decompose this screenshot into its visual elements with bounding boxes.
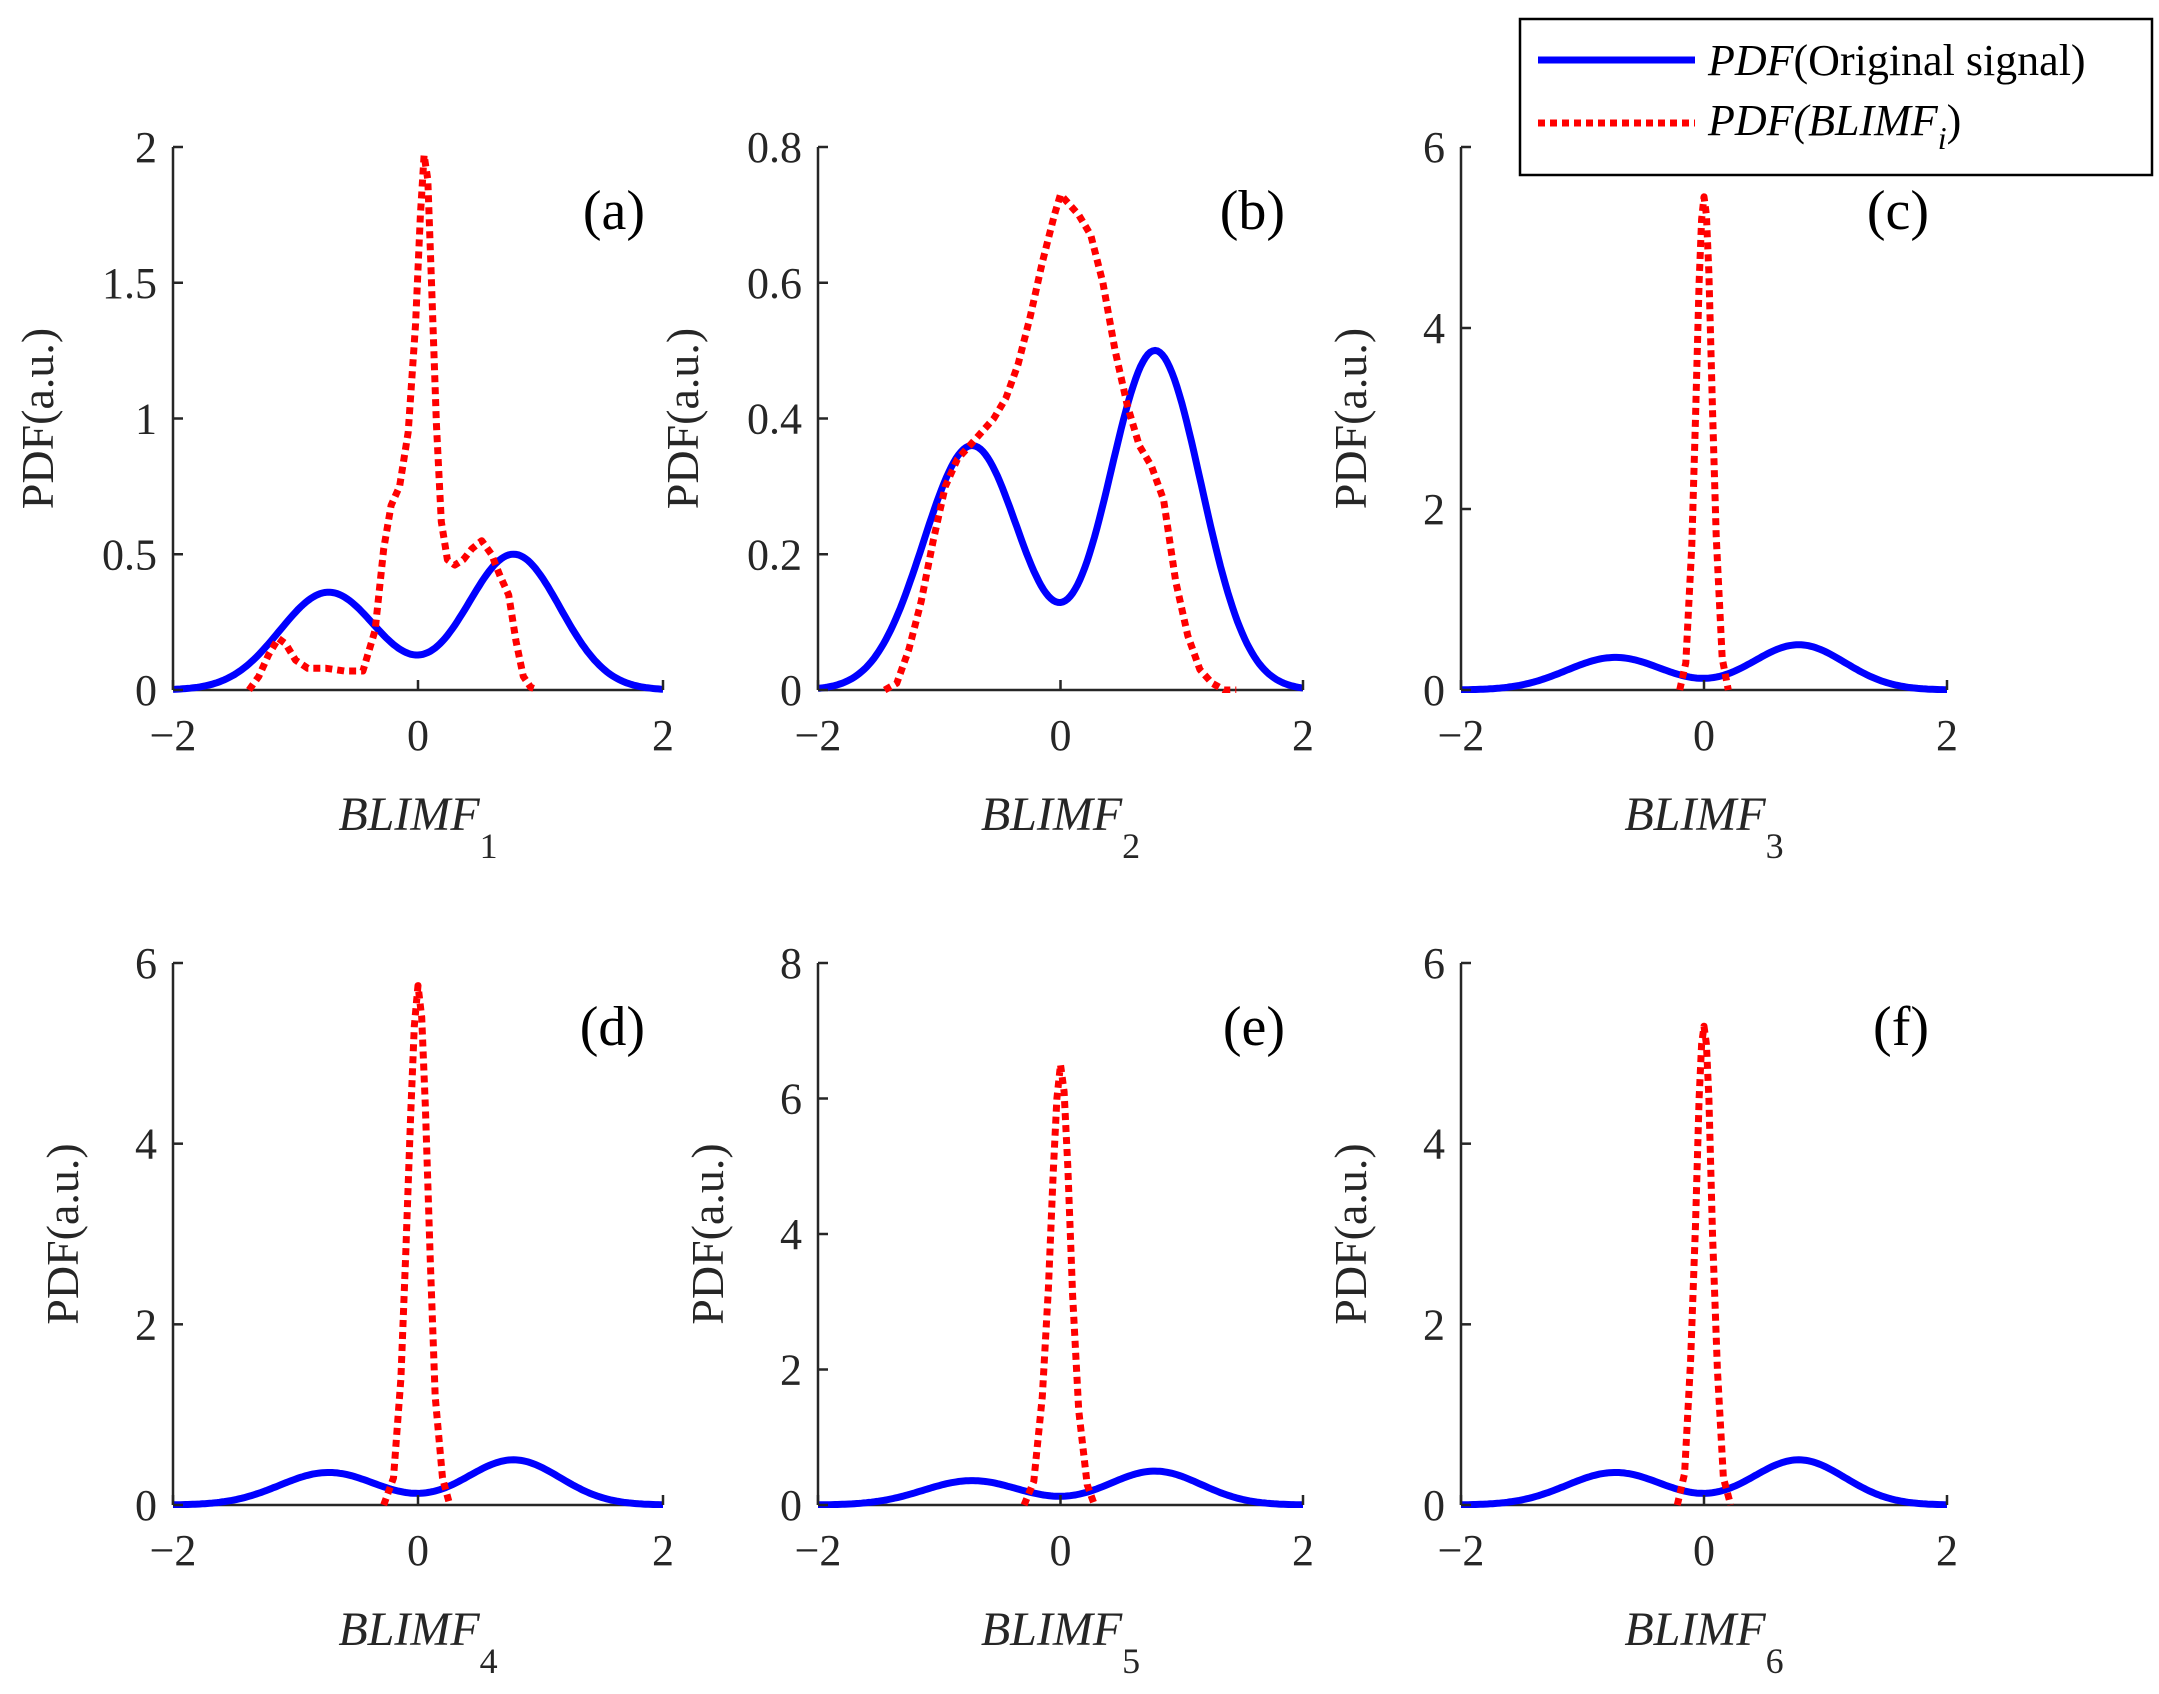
series-blimf-line <box>1673 1022 1735 1506</box>
x-tick-label: 0 <box>1050 1526 1072 1575</box>
y-axis-label: PDF(a.u.) <box>657 328 708 509</box>
y-tick-label: 0.5 <box>102 530 157 579</box>
series-blimf-line <box>1676 193 1732 691</box>
series-original-line <box>173 1456 663 1508</box>
series-blimf-line <box>246 151 540 693</box>
x-tick-label: 0 <box>1693 1526 1715 1575</box>
y-axis-label: PDF(a.u.) <box>1325 1143 1376 1324</box>
y-tick-label: 4 <box>780 1210 802 1259</box>
y-tick-label: 8 <box>780 939 802 988</box>
y-tick-label: 0.6 <box>747 259 802 308</box>
x-axis-label: BLIMF1 <box>338 788 497 866</box>
y-tick-label: 2 <box>780 1346 802 1395</box>
y-tick-label: 2 <box>1423 485 1445 534</box>
legend-label-original: PDF(Original signal) <box>1707 36 2086 85</box>
series-blimf-line <box>1020 1061 1098 1507</box>
y-tick-label: 4 <box>135 1120 157 1169</box>
legend-box <box>1518 17 2154 177</box>
y-tick-label: 1 <box>135 395 157 444</box>
x-tick-label: 0 <box>407 1526 429 1575</box>
y-tick-label: 0 <box>780 1481 802 1530</box>
x-tick-label: −2 <box>1438 1526 1485 1575</box>
x-tick-label: 0 <box>1693 711 1715 760</box>
x-axis-label: BLIMF6 <box>1624 1603 1783 1681</box>
panel-label: (a) <box>583 180 645 242</box>
y-axis-label: PDF(a.u.) <box>37 1143 88 1324</box>
x-tick-label: 0 <box>1050 711 1072 760</box>
y-tick-label: 0.2 <box>747 530 802 579</box>
x-axis-label: BLIMF4 <box>338 1603 497 1681</box>
y-tick-label: 6 <box>1423 939 1445 988</box>
y-tick-label: 0 <box>135 666 157 715</box>
x-tick-label: 2 <box>652 711 674 760</box>
y-tick-label: 2 <box>135 1300 157 1349</box>
y-tick-label: 4 <box>1423 304 1445 353</box>
series-original-line <box>818 346 1303 692</box>
y-tick-label: 1.5 <box>102 259 157 308</box>
series-original-line <box>1461 641 1947 693</box>
y-axis-label: PDF(a.u.) <box>12 328 63 509</box>
y-tick-label: 0.4 <box>747 395 802 444</box>
legend-label-blimf: PDF(BLIMFi) <box>1707 96 1961 156</box>
x-axis-label: BLIMF3 <box>1624 788 1783 866</box>
y-tick-label: 6 <box>780 1075 802 1124</box>
y-axis-label: PDF(a.u.) <box>1325 328 1376 509</box>
y-tick-label: 4 <box>1423 1120 1445 1169</box>
x-tick-label: 0 <box>407 711 429 760</box>
y-axis-label: PDF(a.u.) <box>682 1143 733 1324</box>
panel-label: (f) <box>1873 996 1929 1058</box>
x-tick-label: 2 <box>652 1526 674 1575</box>
x-tick-label: −2 <box>795 1526 842 1575</box>
series-blimf-line <box>380 982 454 1507</box>
x-tick-label: −2 <box>150 1526 197 1575</box>
panel-label: (b) <box>1220 180 1285 242</box>
y-tick-label: 0 <box>1423 1481 1445 1530</box>
x-tick-label: 2 <box>1936 711 1958 760</box>
panel-label: (c) <box>1867 180 1929 242</box>
y-tick-label: 6 <box>1423 123 1445 172</box>
x-tick-label: −2 <box>1438 711 1485 760</box>
y-tick-label: 0.8 <box>747 123 802 172</box>
y-tick-label: 0 <box>1423 666 1445 715</box>
series-original-line <box>173 550 663 693</box>
y-tick-label: 2 <box>1423 1300 1445 1349</box>
x-axis-label: BLIMF2 <box>981 788 1140 866</box>
series-blimf-line <box>882 191 1237 693</box>
panel-label: (e) <box>1223 996 1285 1058</box>
y-tick-label: 6 <box>135 939 157 988</box>
x-tick-label: −2 <box>150 711 197 760</box>
y-tick-label: 0 <box>135 1481 157 1530</box>
y-tick-label: 0 <box>780 666 802 715</box>
x-tick-label: −2 <box>795 711 842 760</box>
x-tick-label: 2 <box>1292 1526 1314 1575</box>
panel-label: (d) <box>580 996 645 1058</box>
legend: PDF(Original signal) PDF(BLIMFi) <box>1518 17 2154 177</box>
x-tick-label: 2 <box>1936 1526 1958 1575</box>
series-original-line <box>1461 1456 1947 1508</box>
y-tick-label: 2 <box>135 123 157 172</box>
x-axis-label: BLIMF5 <box>981 1603 1140 1681</box>
x-tick-label: 2 <box>1292 711 1314 760</box>
